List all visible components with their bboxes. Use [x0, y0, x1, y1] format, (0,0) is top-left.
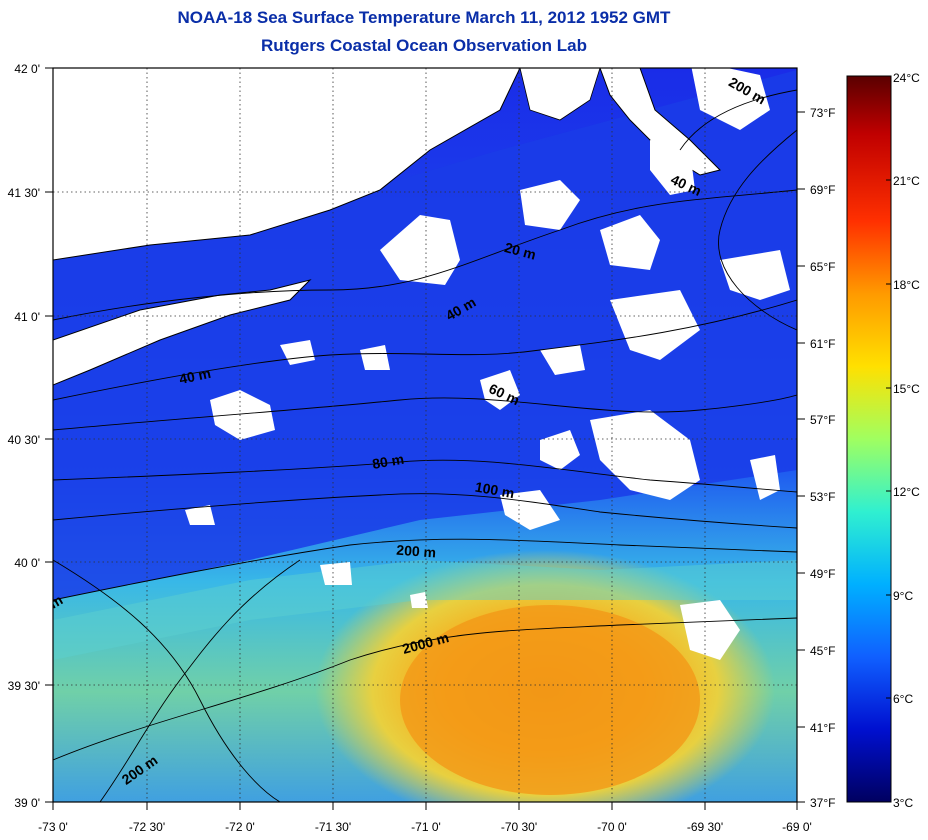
f-tick-label: 45°F	[810, 644, 835, 658]
c-tick-label: 9°C	[893, 589, 913, 603]
f-tick-label: 49°F	[810, 567, 835, 581]
lon-tick-label: -73 0'	[38, 820, 68, 834]
lat-tick-label: 39 30'	[8, 679, 40, 693]
tick-marks	[45, 67, 805, 810]
f-tick-label: 65°F	[810, 260, 835, 274]
cape-cod	[599, 68, 721, 176]
map-panel: 200 m 40 m 20 m 40 m 40 m 60 m 80 m 100 …	[53, 68, 797, 802]
lon-tick-label: -71 0'	[411, 820, 441, 834]
lat-tick-label: 40 0'	[14, 556, 40, 570]
lon-tick-label: -72 30'	[129, 820, 165, 834]
f-tick-label: 69°F	[810, 183, 835, 197]
lat-tick-label: 42 0'	[14, 62, 40, 76]
contour-label: 200 m	[396, 542, 437, 561]
map-title: NOAA-18 Sea Surface Temperature March 11…	[177, 8, 671, 27]
map-frame	[52, 67, 798, 803]
long-island	[53, 279, 312, 386]
lon-tick-label: -70 30'	[501, 820, 537, 834]
lon-tick-label: -70 0'	[597, 820, 627, 834]
f-tick-label: 53°F	[810, 490, 835, 504]
c-tick-label: 12°C	[893, 485, 920, 499]
lon-tick-label: -69 30'	[687, 820, 723, 834]
lon-tick-label: -69 0'	[782, 820, 812, 834]
fahrenheit-labels: 73°F 69°F 65°F 61°F 57°F 53°F 49°F 45°F …	[810, 106, 835, 810]
colorbar	[846, 75, 892, 803]
f-tick-label: 73°F	[810, 106, 835, 120]
f-tick-label: 41°F	[810, 721, 835, 735]
lon-tick-label: -71 30'	[315, 820, 351, 834]
lat-tick-label: 40 30'	[8, 433, 40, 447]
c-tick-label: 15°C	[893, 382, 920, 396]
lon-tick-label: -72 0'	[225, 820, 255, 834]
contour-label: 80 m	[371, 451, 405, 472]
contour-label: 40 m	[178, 365, 213, 387]
f-tick-label: 57°F	[810, 413, 835, 427]
contour-label: 100 m	[474, 479, 516, 502]
c-tick-label: 21°C	[893, 174, 920, 188]
graticule	[53, 68, 797, 802]
cloud-patches	[185, 68, 790, 660]
bathymetry-contours	[53, 89, 797, 802]
f-tick-label: 61°F	[810, 337, 835, 351]
f-tick-label: 37°F	[810, 796, 835, 810]
lat-tick-label: 41 30'	[8, 186, 40, 200]
map-subtitle: Rutgers Coastal Ocean Observation Lab	[261, 36, 587, 55]
lat-tick-label: 39 0'	[14, 796, 40, 810]
c-tick-label: 6°C	[893, 692, 913, 706]
latitude-labels: 42 0' 41 30' 41 0' 40 30' 40 0' 39 30' 3…	[8, 62, 40, 810]
longitude-labels: -73 0' -72 30' -72 0' -71 30' -71 0' -70…	[38, 820, 812, 834]
contour-label: 20 m	[503, 239, 538, 263]
c-tick-label: 24°C	[893, 71, 920, 85]
lat-tick-label: 41 0'	[14, 310, 40, 324]
land-mass	[53, 68, 521, 261]
colorbar-labels: 24°C 21°C 18°C 15°C 12°C 9°C 6°C 3°C	[893, 71, 920, 810]
c-tick-label: 3°C	[893, 796, 913, 810]
c-tick-label: 18°C	[893, 278, 920, 292]
